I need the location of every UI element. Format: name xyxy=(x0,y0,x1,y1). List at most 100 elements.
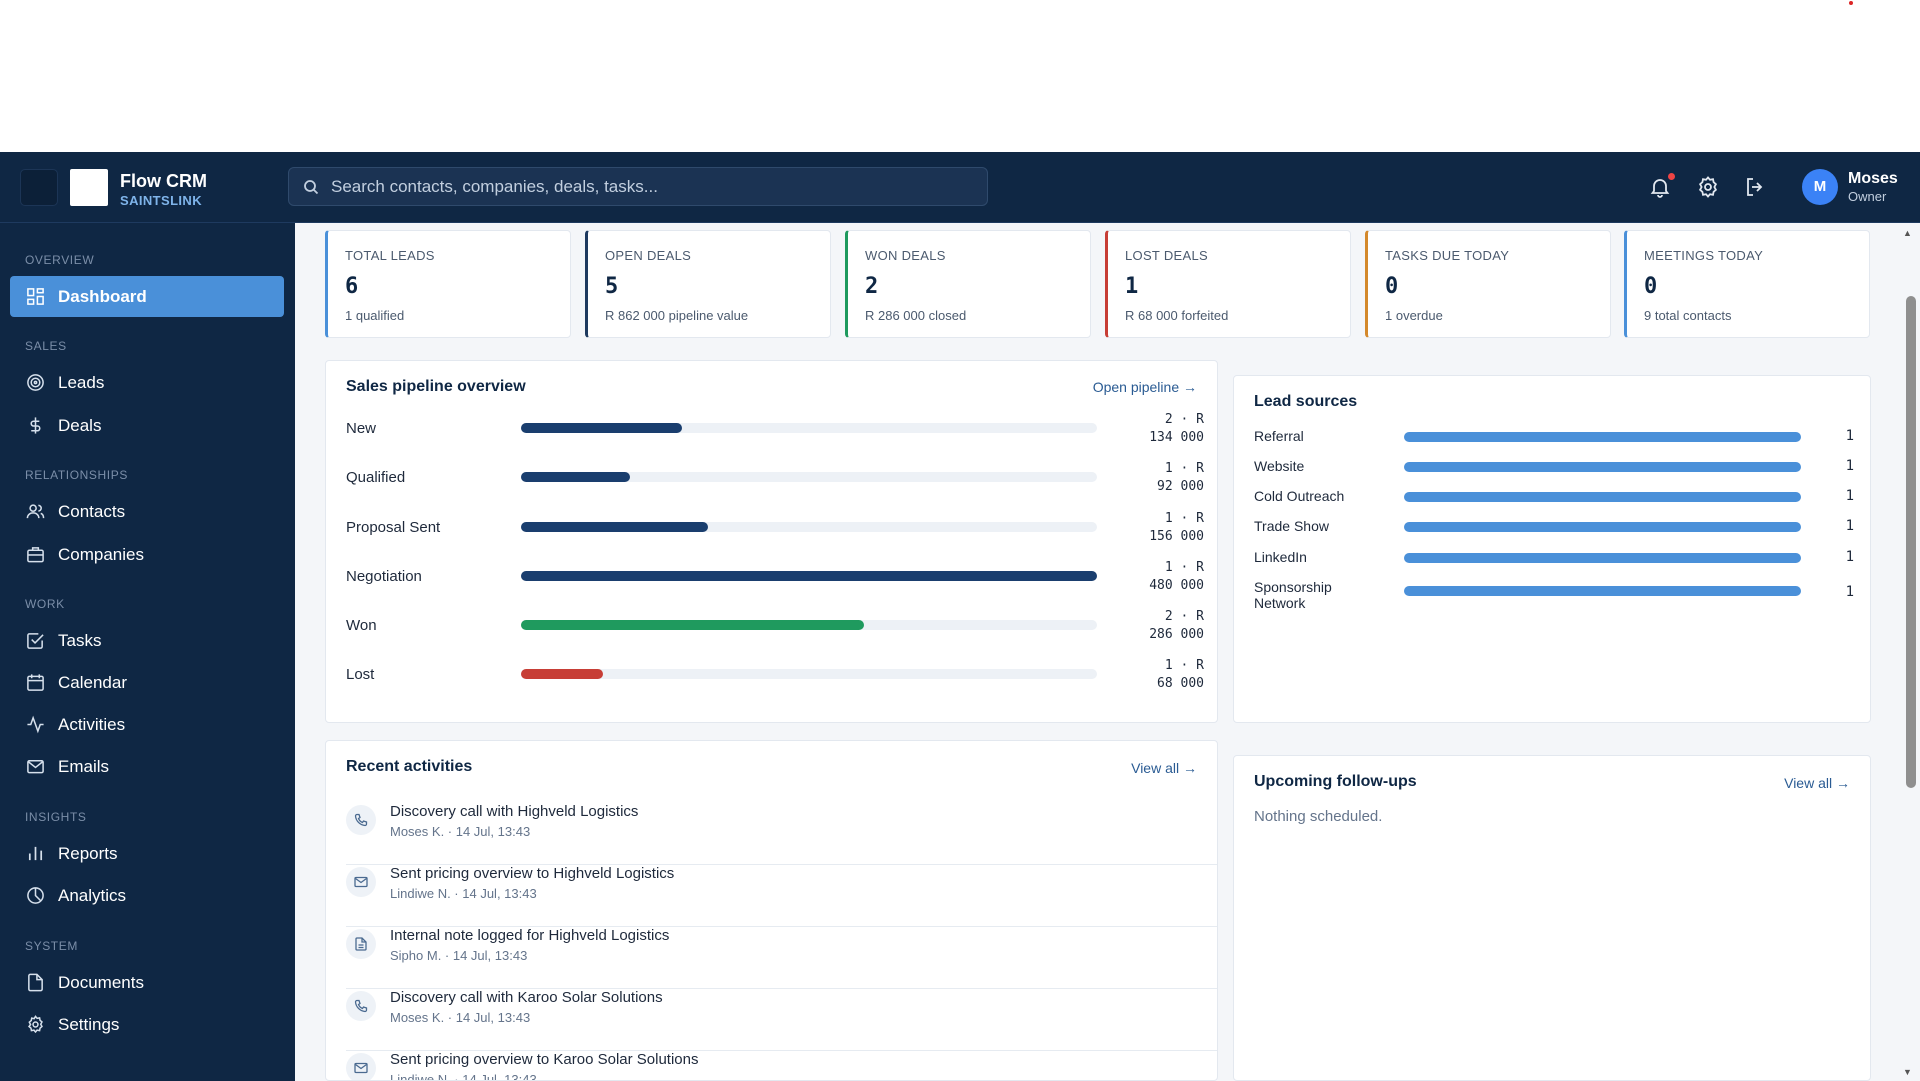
stage-name: Qualified xyxy=(346,469,406,486)
pipeline-row-proposal-sent[interactable]: Proposal Sent 1 · R 156 000 xyxy=(346,511,1204,559)
scroll-up-icon[interactable]: ▲ xyxy=(1903,228,1912,238)
open-pipeline-link[interactable]: Open pipeline → xyxy=(1092,379,1197,395)
stage-count: 2 · R xyxy=(1164,609,1204,624)
section-label-relationships: RELATIONSHIPS xyxy=(25,468,128,482)
scroll-down-icon[interactable]: ▼ xyxy=(1903,1067,1912,1077)
users-icon xyxy=(26,504,45,519)
stage-value: 2 · R 286 000 xyxy=(1126,608,1204,644)
pipeline-row-qualified[interactable]: Qualified 1 · R 92 000 xyxy=(346,461,1204,509)
calendar-icon xyxy=(27,674,44,691)
pipeline-row-lost[interactable]: Lost 1 · R 68 000 xyxy=(346,658,1204,706)
sidebar-item-label: Activities xyxy=(58,715,126,734)
activity-item[interactable]: Internal note logged for Highveld Logist… xyxy=(346,927,1217,989)
sidebar-item-activities[interactable]: Activities xyxy=(10,704,284,745)
kpi-card-total-leads[interactable]: TOTAL LEADS 6 1 qualified xyxy=(325,230,571,338)
activity-icon xyxy=(27,715,44,734)
stage-amount: 92 000 xyxy=(1157,479,1204,494)
activity-item[interactable]: Discovery call with Highveld Logistics M… xyxy=(346,803,1217,865)
stage-name: New xyxy=(346,420,377,437)
stage-track xyxy=(521,669,1097,679)
view-all-activities-link[interactable]: View all → xyxy=(1131,760,1197,776)
lead-source-row[interactable]: Website 1 xyxy=(1254,458,1854,488)
sidebar-item-leads[interactable]: Leads xyxy=(10,362,284,403)
pipeline-row-won[interactable]: Won 2 · R 286 000 xyxy=(346,609,1204,657)
sidebar-item-analytics[interactable]: Analytics xyxy=(10,875,284,916)
sidebar-item-dashboard[interactable]: Dashboard xyxy=(10,276,284,317)
sidebar-item-companies[interactable]: Companies xyxy=(10,534,284,575)
view-all-followups-link[interactable]: View all → xyxy=(1784,775,1850,791)
sidebar-item-settings[interactable]: Settings xyxy=(10,1004,284,1045)
kpi-subtext: R 68 000 forfeited xyxy=(1125,308,1229,323)
source-bar xyxy=(1404,522,1801,532)
sidebar-item-label: Settings xyxy=(58,1015,120,1034)
sidebar-item-tasks[interactable]: Tasks xyxy=(10,620,284,661)
dollar-icon xyxy=(30,417,41,434)
sidebar-item-label: Contacts xyxy=(58,502,126,521)
note-icon xyxy=(355,937,367,951)
kpi-label: TOTAL LEADS xyxy=(345,248,435,263)
sidebar-item-label: Companies xyxy=(58,545,144,564)
sidebar-item-documents[interactable]: Documents xyxy=(10,962,284,1003)
activity-item[interactable]: Sent pricing overview to Highveld Logist… xyxy=(346,865,1217,927)
lead-source-row[interactable]: Referral 1 xyxy=(1254,428,1854,458)
activity-meta: Lindiwe N. · 14 Jul, 13:43 xyxy=(390,886,537,901)
kpi-label: WON DEALS xyxy=(865,248,946,263)
source-count: 1 xyxy=(1845,518,1854,534)
recent-activities-card: Recent activities View all → Discovery c… xyxy=(325,740,1218,1081)
kpi-value: 0 xyxy=(1644,274,1658,299)
lead-source-row[interactable]: LinkedIn 1 xyxy=(1254,549,1854,579)
sidebar-item-emails[interactable]: Emails xyxy=(10,746,284,787)
sidebar-item-label: Emails xyxy=(58,757,110,776)
kpi-card-tasks-due[interactable]: TASKS DUE TODAY 0 1 overdue xyxy=(1365,230,1611,338)
lead-source-row[interactable]: Trade Show 1 xyxy=(1254,518,1854,548)
target-icon xyxy=(27,374,44,391)
sidebar-item-label: Documents xyxy=(58,973,144,992)
document-icon xyxy=(28,973,43,992)
source-bar xyxy=(1404,432,1801,442)
kpi-value: 5 xyxy=(605,274,619,299)
stage-amount: 286 000 xyxy=(1149,627,1204,642)
kpi-subtext: R 862 000 pipeline value xyxy=(605,308,749,323)
section-label-sales: SALES xyxy=(25,339,67,353)
section-label-work: WORK xyxy=(25,597,65,611)
brand-subtitle: SAINTSLINK xyxy=(120,193,202,208)
sidebar-item-deals[interactable]: Deals xyxy=(10,405,284,446)
activity-type-badge xyxy=(346,805,376,835)
sidebar-item-label: Deals xyxy=(58,416,102,435)
activity-item[interactable]: Sent pricing overview to Karoo Solar Sol… xyxy=(346,1051,1217,1080)
sidebar-item-reports[interactable]: Reports xyxy=(10,833,284,874)
global-search[interactable] xyxy=(288,167,988,206)
menu-toggle-button[interactable] xyxy=(20,169,58,206)
logout-icon[interactable] xyxy=(1743,175,1767,199)
section-label-overview: OVERVIEW xyxy=(25,253,95,267)
sidebar-item-contacts[interactable]: Contacts xyxy=(10,491,284,532)
kpi-subtext: 9 total contacts xyxy=(1644,308,1732,323)
pipeline-row-negotiation[interactable]: Negotiation 1 · R 480 000 xyxy=(346,560,1204,608)
bell-icon[interactable] xyxy=(1648,175,1672,199)
section-label-insights: INSIGHTS xyxy=(25,810,87,824)
sidebar-item-calendar[interactable]: Calendar xyxy=(10,662,284,703)
stage-amount: 480 000 xyxy=(1149,578,1204,593)
kpi-card-lost-deals[interactable]: LOST DEALS 1 R 68 000 forfeited xyxy=(1105,230,1351,338)
kpi-subtext: R 286 000 closed xyxy=(865,308,967,323)
gear-icon[interactable] xyxy=(1696,175,1720,199)
phone-icon xyxy=(354,999,368,1013)
avatar[interactable]: M xyxy=(1802,169,1838,205)
kpi-card-meetings-today[interactable]: MEETINGS TODAY 0 9 total contacts xyxy=(1624,230,1870,338)
scroll-thumb[interactable] xyxy=(1906,296,1916,788)
pipeline-card: Sales pipeline overview Open pipeline → … xyxy=(325,360,1218,723)
pipeline-row-new[interactable]: New 2 · R 134 000 xyxy=(346,412,1204,460)
kpi-card-won-deals[interactable]: WON DEALS 2 R 286 000 closed xyxy=(845,230,1091,338)
search-icon xyxy=(304,180,319,195)
lead-source-row[interactable]: Sponsorship Network 1 xyxy=(1254,579,1854,619)
stage-value: 1 · R 156 000 xyxy=(1126,510,1204,546)
card-title: Sales pipeline overview xyxy=(346,378,526,395)
kpi-card-open-deals[interactable]: OPEN DEALS 5 R 862 000 pipeline value xyxy=(585,230,831,338)
sidebar-item-label: Calendar xyxy=(58,673,127,692)
source-count: 1 xyxy=(1845,458,1854,474)
lead-source-row[interactable]: Cold Outreach 1 xyxy=(1254,488,1854,518)
activity-title: Discovery call with Highveld Logistics xyxy=(390,803,639,820)
search-input[interactable] xyxy=(331,168,971,205)
dashboard-icon xyxy=(27,288,44,305)
activity-item[interactable]: Discovery call with Karoo Solar Solution… xyxy=(346,989,1217,1051)
